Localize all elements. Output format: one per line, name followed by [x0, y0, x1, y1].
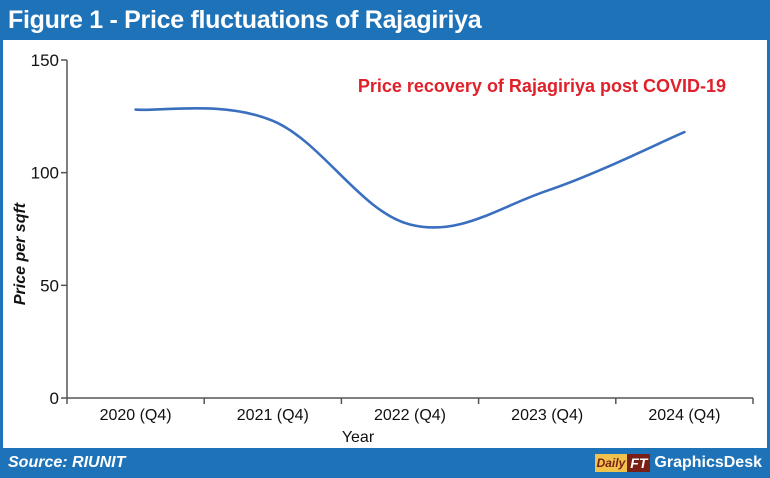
x-tick-label: 2023 (Q4) [511, 407, 583, 424]
chart-marks [134, 106, 686, 229]
y-tick-label: 100 [31, 164, 59, 183]
chart-axes: 0 50 100 150 2020 (Q4) 2021 (Q4) 2022 (Q4) 2023… [31, 51, 754, 424]
dailyft-logo: Daily FT [594, 454, 651, 472]
plot-area: 0 50 100 150 2020 (Q4) 2021 (Q4) 2022 (Q4) 2023… [0, 40, 770, 448]
x-tick-label: 2020 (Q4) [100, 407, 172, 424]
figure-title: Figure 1 - Price fluctuations of Rajagir… [0, 0, 770, 40]
logo-ft-text: FT [627, 454, 651, 472]
y-tick-label: 0 [50, 389, 59, 408]
x-tick-label: 2022 (Q4) [374, 407, 446, 424]
footer-bar: Source: RIUNIT Daily FT GraphicsDesk [0, 448, 770, 478]
logo-daily-text: Daily [594, 454, 628, 472]
y-axis-label: Price per sqft [12, 202, 29, 305]
source-credit: Source: RIUNIT [8, 454, 126, 471]
y-tick-label: 50 [40, 276, 59, 295]
line-chart: 0 50 100 150 2020 (Q4) 2021 (Q4) 2022 (Q4) 2023… [12, 51, 754, 446]
y-tick-label: 150 [31, 51, 59, 70]
series-line [134, 106, 686, 229]
x-tick-label: 2021 (Q4) [237, 407, 309, 424]
graphics-desk-label: GraphicsDesk [654, 454, 762, 471]
graphics-credit: Daily FT GraphicsDesk [594, 448, 762, 478]
x-axis-label: Year [342, 429, 375, 446]
x-tick-label: 2024 (Q4) [648, 407, 720, 424]
chart-annotation: Price recovery of Rajagiriya post COVID-… [358, 76, 726, 96]
